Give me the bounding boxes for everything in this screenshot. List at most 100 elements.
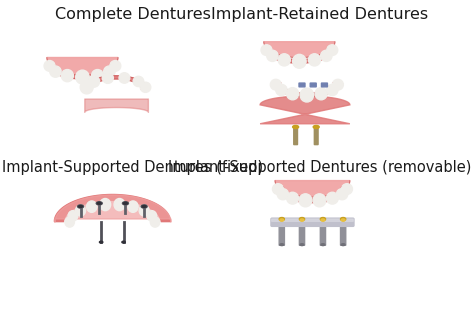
FancyBboxPatch shape [321, 83, 328, 87]
FancyBboxPatch shape [314, 126, 318, 145]
Text: Implant-Supported Dentures (fixed): Implant-Supported Dentures (fixed) [2, 160, 264, 176]
Ellipse shape [279, 217, 284, 221]
FancyBboxPatch shape [340, 225, 346, 245]
Ellipse shape [300, 88, 314, 102]
Ellipse shape [122, 202, 128, 205]
Ellipse shape [124, 202, 128, 204]
Ellipse shape [82, 83, 91, 92]
Ellipse shape [280, 244, 283, 246]
Ellipse shape [105, 68, 113, 75]
Text: Implant-Retained Dentures: Implant-Retained Dentures [211, 7, 428, 23]
FancyBboxPatch shape [300, 225, 305, 245]
Polygon shape [47, 57, 118, 75]
Ellipse shape [343, 185, 351, 193]
Ellipse shape [268, 52, 276, 60]
Polygon shape [264, 42, 335, 57]
Ellipse shape [300, 244, 304, 246]
Ellipse shape [328, 86, 336, 94]
Ellipse shape [272, 81, 280, 88]
Ellipse shape [128, 201, 138, 212]
Ellipse shape [321, 219, 325, 221]
Ellipse shape [122, 241, 125, 243]
Ellipse shape [147, 210, 157, 221]
Ellipse shape [75, 205, 85, 216]
Ellipse shape [78, 205, 83, 208]
Ellipse shape [315, 87, 327, 100]
Ellipse shape [140, 82, 151, 92]
Ellipse shape [87, 201, 97, 212]
Ellipse shape [267, 50, 278, 61]
Ellipse shape [139, 205, 149, 216]
FancyBboxPatch shape [279, 225, 284, 245]
Ellipse shape [313, 126, 319, 128]
Ellipse shape [111, 62, 119, 70]
Ellipse shape [88, 76, 100, 87]
Ellipse shape [277, 86, 285, 94]
Ellipse shape [263, 46, 270, 54]
Ellipse shape [141, 205, 147, 208]
Ellipse shape [90, 77, 98, 86]
Ellipse shape [133, 76, 144, 87]
Ellipse shape [321, 244, 325, 246]
Ellipse shape [100, 241, 103, 243]
Ellipse shape [104, 74, 112, 82]
Ellipse shape [121, 74, 128, 82]
Polygon shape [273, 83, 340, 97]
Ellipse shape [270, 79, 281, 90]
Ellipse shape [315, 196, 324, 205]
Ellipse shape [142, 84, 149, 91]
Ellipse shape [327, 192, 338, 204]
Ellipse shape [65, 217, 74, 227]
FancyBboxPatch shape [272, 219, 353, 221]
Ellipse shape [80, 81, 93, 94]
Ellipse shape [135, 78, 142, 85]
Ellipse shape [119, 73, 130, 83]
Ellipse shape [327, 45, 338, 55]
Ellipse shape [46, 62, 54, 70]
Ellipse shape [278, 54, 290, 66]
Ellipse shape [79, 205, 82, 207]
Ellipse shape [328, 46, 336, 54]
Ellipse shape [292, 54, 306, 68]
Ellipse shape [96, 202, 102, 205]
Ellipse shape [273, 184, 283, 194]
Ellipse shape [261, 45, 272, 55]
Ellipse shape [292, 126, 299, 128]
Ellipse shape [288, 194, 297, 202]
Ellipse shape [150, 217, 160, 227]
FancyBboxPatch shape [320, 225, 326, 245]
Ellipse shape [302, 90, 311, 100]
Ellipse shape [280, 219, 283, 221]
Ellipse shape [341, 184, 353, 194]
Polygon shape [275, 181, 350, 197]
Ellipse shape [320, 50, 332, 61]
Ellipse shape [110, 61, 121, 71]
Ellipse shape [320, 217, 326, 221]
Ellipse shape [341, 219, 345, 221]
Ellipse shape [279, 190, 287, 198]
Ellipse shape [102, 73, 113, 83]
Ellipse shape [322, 52, 330, 60]
Ellipse shape [309, 54, 320, 66]
Polygon shape [260, 96, 350, 124]
Ellipse shape [61, 69, 73, 82]
Ellipse shape [142, 205, 146, 207]
Ellipse shape [288, 89, 297, 98]
Ellipse shape [276, 84, 287, 96]
Ellipse shape [300, 217, 305, 221]
Ellipse shape [91, 69, 104, 82]
Ellipse shape [277, 189, 289, 200]
Polygon shape [264, 48, 335, 63]
Ellipse shape [340, 217, 346, 221]
Ellipse shape [300, 219, 304, 221]
Ellipse shape [301, 196, 310, 205]
Ellipse shape [334, 81, 342, 88]
Ellipse shape [97, 202, 101, 204]
Ellipse shape [76, 70, 89, 84]
Ellipse shape [100, 198, 110, 211]
Ellipse shape [104, 66, 115, 77]
Polygon shape [55, 195, 170, 222]
Ellipse shape [332, 79, 343, 90]
Ellipse shape [313, 194, 326, 207]
Ellipse shape [327, 84, 338, 96]
